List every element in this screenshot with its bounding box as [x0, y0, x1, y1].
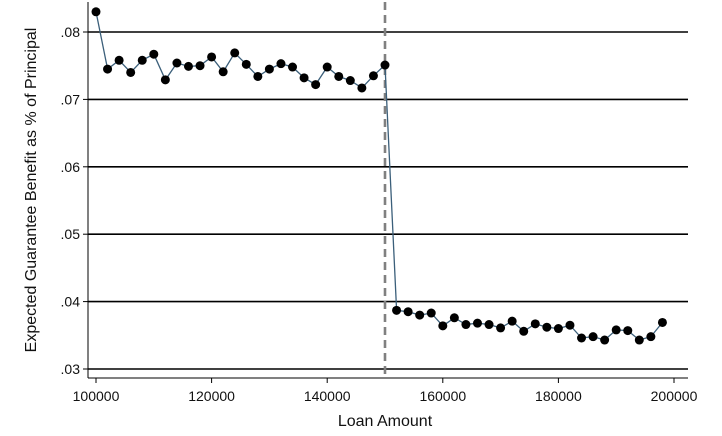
x-axis-title: Loan Amount [338, 413, 433, 430]
data-point [472, 318, 482, 328]
data-point [126, 67, 136, 77]
data-point [114, 55, 124, 65]
data-point [137, 55, 147, 65]
data-point [149, 49, 159, 59]
data-point [160, 75, 170, 85]
y-tick-label: .04 [61, 294, 81, 310]
y-tick-label: .07 [61, 91, 81, 107]
data-point [438, 321, 448, 331]
data-point [345, 76, 355, 86]
y-tick-label: .03 [61, 361, 81, 377]
data-point [415, 310, 425, 320]
data-point [600, 335, 610, 345]
data-point [276, 59, 286, 69]
axis-labels: Loan Amount Expected Guarantee Benefit a… [23, 28, 433, 430]
data-point [334, 71, 344, 81]
data-point [241, 59, 251, 69]
y-tick-label: .06 [61, 159, 81, 175]
data-point [357, 83, 367, 93]
data-point [103, 64, 113, 74]
data-point [207, 52, 217, 62]
x-tick-label: 160000 [419, 388, 466, 404]
data-point [426, 308, 436, 318]
series-group [91, 7, 667, 345]
data-point [368, 71, 378, 81]
data-point [507, 316, 517, 326]
data-point [634, 335, 644, 345]
data-point [657, 317, 667, 327]
data-point [392, 305, 402, 315]
data-point [195, 61, 205, 71]
data-point [611, 325, 621, 335]
data-point [288, 62, 298, 72]
data-point [91, 7, 101, 17]
x-tick-label: 140000 [304, 388, 351, 404]
gridlines [88, 31, 688, 370]
x-tick-label: 100000 [73, 388, 120, 404]
data-point [565, 320, 575, 330]
data-point [542, 322, 552, 332]
data-point [646, 332, 656, 342]
x-tick-label: 120000 [188, 388, 235, 404]
data-point [403, 307, 413, 317]
data-point [230, 48, 240, 58]
y-tick-label: .05 [61, 226, 81, 242]
data-point [218, 67, 228, 77]
data-point [553, 324, 563, 334]
data-point [588, 332, 598, 342]
data-point [577, 333, 587, 343]
data-point [461, 320, 471, 330]
data-point [172, 58, 182, 68]
data-point [530, 319, 540, 329]
data-point [253, 71, 263, 81]
data-point [623, 326, 633, 336]
data-point [322, 62, 332, 72]
y-tick-label: .08 [61, 24, 81, 40]
data-point [519, 326, 529, 336]
x-tick-label: 180000 [535, 388, 582, 404]
data-point [484, 320, 494, 330]
data-point [449, 313, 459, 323]
data-point [299, 73, 309, 83]
data-point [496, 323, 506, 333]
data-point [380, 60, 390, 70]
y-axis-title: Expected Guarantee Benefit as % of Princ… [23, 28, 40, 353]
data-point [311, 80, 321, 90]
axes: .03 .04 .05 .06 .07 .08 100000 120000 140000 1600… [61, 2, 698, 404]
data-point [183, 61, 193, 71]
x-tick-label: 200000 [651, 388, 698, 404]
data-point [264, 64, 274, 74]
